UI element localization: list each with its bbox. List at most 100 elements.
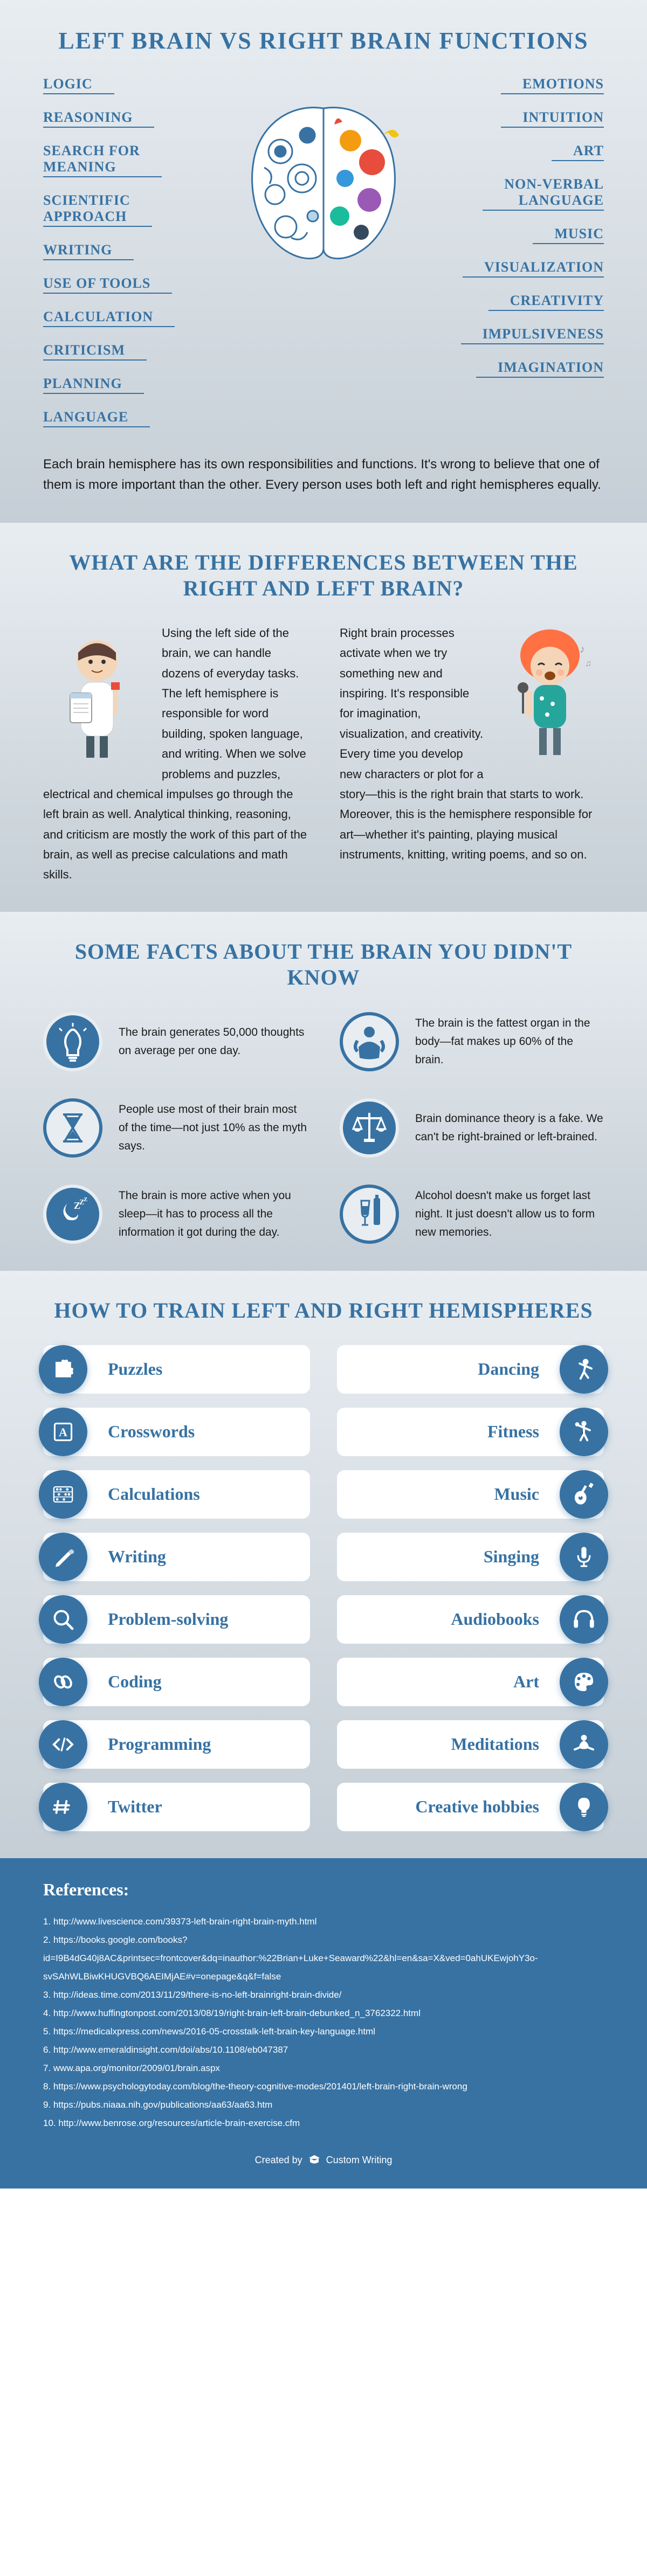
train-item-left: ACrosswords — [43, 1408, 310, 1456]
headphones-icon — [560, 1595, 608, 1644]
right-function: IMAGINATION — [476, 359, 604, 378]
diff-right-col: ♪♫ Right brain processes activate when w… — [340, 623, 604, 885]
train-label: Puzzles — [108, 1359, 162, 1379]
reference-item: 7. www.apa.org/monitor/2009/01/brain.asp… — [43, 2059, 604, 2078]
svg-text:♪: ♪ — [580, 643, 585, 655]
intro-text: Each brain hemisphere has its own respon… — [43, 454, 604, 496]
fact-item: People use most of their brain most of t… — [43, 1098, 307, 1158]
scales-icon — [340, 1098, 399, 1158]
train-label: Music — [494, 1484, 539, 1504]
reference-item: 4. http://www.huffingtonpost.com/2013/08… — [43, 2004, 604, 2023]
train-item-right: Art — [337, 1658, 604, 1706]
train-label: Writing — [108, 1547, 166, 1567]
train-item-left: Programming — [43, 1720, 310, 1769]
left-function: SCIENTIFICAPPROACH — [43, 192, 152, 227]
left-function: USE OF TOOLS — [43, 275, 172, 294]
palette-icon — [560, 1658, 608, 1706]
chain-icon — [39, 1658, 87, 1706]
train-label: Meditations — [451, 1734, 539, 1754]
train-item-right: Dancing — [337, 1345, 604, 1394]
singer-character: ♪♫ — [496, 623, 604, 763]
facts-heading: SOME FACTS ABOUT THE BRAIN YOU DIDN'T KN… — [43, 939, 604, 991]
fact-item: The brain generates 50,000 thoughts on a… — [43, 1012, 307, 1071]
scientist-character — [43, 623, 151, 763]
fact-item: Alcohol doesn't make us forget last nigh… — [340, 1185, 604, 1244]
bulb-icon — [43, 1012, 102, 1071]
train-label: Programming — [108, 1734, 211, 1754]
left-function: CRITICISM — [43, 342, 147, 361]
fact-text: Alcohol doesn't make us forget last nigh… — [415, 1187, 604, 1241]
train-label: Dancing — [478, 1359, 539, 1379]
sleep-icon: ZZZ — [43, 1185, 102, 1244]
train-label: Twitter — [108, 1797, 162, 1817]
left-functions-list: LOGICREASONINGSEARCH FORMEANINGSCIENTIFI… — [43, 76, 226, 427]
fact-text: Brain dominance theory is a fake. We can… — [415, 1110, 604, 1146]
reference-item: 1. http://www.livescience.com/39373-left… — [43, 1913, 604, 1931]
right-functions-list: EMOTIONS INTUITION ART NON-VERBALLANGUAGE MU… — [421, 76, 604, 378]
train-section: HOW TO TRAIN LEFT AND RIGHT HEMISPHERES … — [0, 1271, 647, 1858]
fact-text: The brain is the fattest organ in the bo… — [415, 1014, 604, 1069]
train-item-right: Meditations — [337, 1720, 604, 1769]
diff-left-col: Using the left side of the brain, we can… — [43, 623, 307, 885]
wine-icon — [340, 1185, 399, 1244]
logo-icon — [308, 2154, 321, 2167]
reference-item: 8. https://www.psychologytoday.com/blog/… — [43, 2078, 604, 2096]
abacus-icon — [39, 1470, 87, 1519]
right-function: CREATIVITY — [488, 293, 604, 311]
train-item-right: Singing — [337, 1533, 604, 1581]
brain-illustration — [226, 87, 421, 281]
fact-text: People use most of their brain most of t… — [119, 1100, 307, 1155]
magnifier-icon — [39, 1595, 87, 1644]
train-item-right: Audiobooks — [337, 1595, 604, 1644]
guitar-icon — [560, 1470, 608, 1519]
train-label: Creative hobbies — [415, 1797, 539, 1817]
train-label: Calculations — [108, 1484, 200, 1504]
right-function: NON-VERBALLANGUAGE — [483, 176, 604, 211]
fact-item: ZZZThe brain is more active when you sle… — [43, 1185, 307, 1244]
reference-item: 9. https://pubs.niaaa.nih.gov/publicatio… — [43, 2096, 604, 2114]
refs-title: References: — [43, 1880, 604, 1900]
svg-text:Z: Z — [84, 1196, 87, 1203]
mic-icon — [560, 1533, 608, 1581]
svg-text:A: A — [59, 1426, 67, 1439]
right-function: INTUITION — [501, 109, 604, 128]
train-item-left: Problem-solving — [43, 1595, 310, 1644]
train-item-right: Fitness — [337, 1408, 604, 1456]
references-section: References: 1. http://www.livescience.co… — [0, 1858, 647, 2189]
fact-item: Brain dominance theory is a fake. We can… — [340, 1098, 604, 1158]
right-function: EMOTIONS — [501, 76, 604, 94]
train-item-left: Puzzles — [43, 1345, 310, 1394]
meditate-icon — [560, 1720, 608, 1769]
right-function: MUSIC — [533, 226, 604, 244]
puzzle-icon — [39, 1345, 87, 1394]
train-item-left: Calculations — [43, 1470, 310, 1519]
right-function: VISUALIZATION — [463, 259, 604, 278]
pencil-icon — [39, 1533, 87, 1581]
page-title: LEFT BRAIN VS RIGHT BRAIN FUNCTIONS — [43, 27, 604, 54]
train-label: Coding — [108, 1672, 162, 1692]
left-function: LOGIC — [43, 76, 114, 94]
left-function: SEARCH FORMEANING — [43, 143, 162, 177]
diff-heading: WHAT ARE THE DIFFERENCES BETWEEN THE RIG… — [43, 550, 604, 601]
differences-section: WHAT ARE THE DIFFERENCES BETWEEN THE RIG… — [0, 523, 647, 912]
train-label: Problem-solving — [108, 1609, 228, 1629]
train-label: Art — [513, 1672, 539, 1692]
fact-item: The brain is the fattest organ in the bo… — [340, 1012, 604, 1071]
svg-text:♫: ♫ — [585, 659, 591, 668]
train-label: Fitness — [487, 1422, 539, 1442]
right-function: ART — [552, 143, 604, 161]
fact-text: The brain generates 50,000 thoughts on a… — [119, 1023, 307, 1060]
hero-section: LEFT BRAIN VS RIGHT BRAIN FUNCTIONS LOGI… — [0, 0, 647, 523]
hash-icon — [39, 1783, 87, 1831]
brain-row: LOGICREASONINGSEARCH FORMEANINGSCIENTIFI… — [43, 76, 604, 427]
bulb2-icon — [560, 1783, 608, 1831]
reference-item: 5. https://medicalxpress.com/news/2016-0… — [43, 2023, 604, 2041]
created-by: Created by Custom Writing — [43, 2154, 604, 2167]
left-function: CALCULATION — [43, 309, 175, 327]
train-label: Singing — [484, 1547, 539, 1567]
refs-list: 1. http://www.livescience.com/39373-left… — [43, 1913, 604, 2132]
facts-grid: The brain generates 50,000 thoughts on a… — [43, 1012, 604, 1244]
train-heading: HOW TO TRAIN LEFT AND RIGHT HEMISPHERES — [43, 1298, 604, 1324]
reference-item: 10. http://www.benrose.org/resources/art… — [43, 2114, 604, 2132]
reference-item: 6. http://www.emeraldinsight.com/doi/abs… — [43, 2041, 604, 2059]
